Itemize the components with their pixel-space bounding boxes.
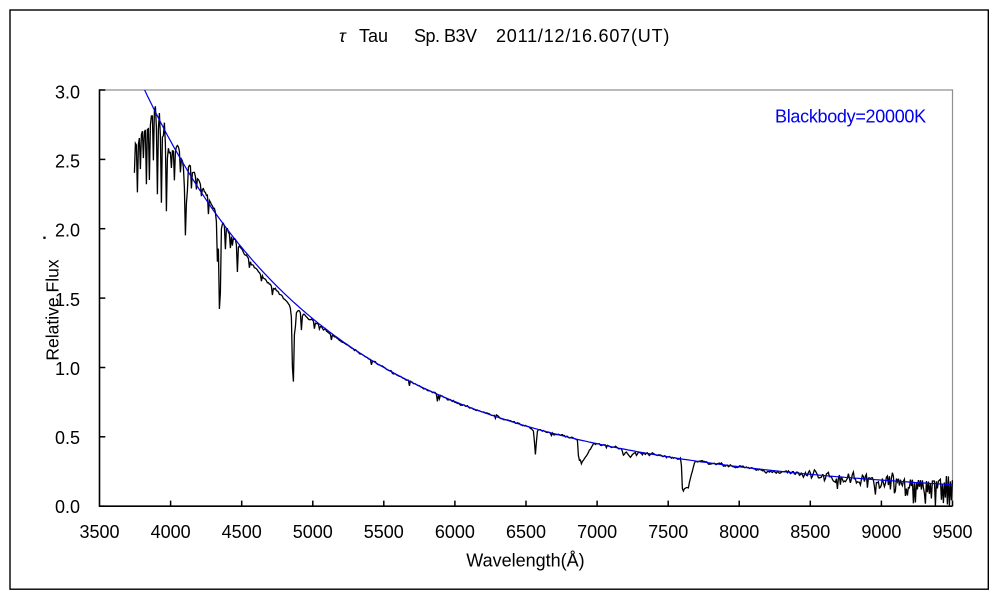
svg-text:0.0: 0.0 xyxy=(55,497,80,517)
svg-text:2011/12/16.607(UT): 2011/12/16.607(UT) xyxy=(496,26,670,46)
svg-text:0.5: 0.5 xyxy=(55,428,80,448)
svg-text:8500: 8500 xyxy=(790,522,830,542)
svg-text:Wavelength(Å): Wavelength(Å) xyxy=(466,551,584,571)
svg-text:τ: τ xyxy=(339,26,347,46)
svg-text:6500: 6500 xyxy=(506,522,546,542)
svg-text:3500: 3500 xyxy=(79,522,119,542)
svg-text:Tau: Tau xyxy=(359,26,388,46)
svg-text:2.0: 2.0 xyxy=(55,221,80,241)
svg-text:7000: 7000 xyxy=(577,522,617,542)
svg-text:5000: 5000 xyxy=(293,522,333,542)
svg-text:Relative Flux: Relative Flux xyxy=(43,259,63,360)
svg-text:Sp. B3V: Sp. B3V xyxy=(414,26,477,46)
svg-text:2.5: 2.5 xyxy=(55,152,80,172)
svg-text:Blackbody=20000K: Blackbody=20000K xyxy=(775,107,926,127)
svg-text:8000: 8000 xyxy=(719,522,759,542)
svg-text:1.0: 1.0 xyxy=(55,359,80,379)
svg-text:6000: 6000 xyxy=(435,522,475,542)
svg-text:9000: 9000 xyxy=(861,522,901,542)
svg-text:1.5: 1.5 xyxy=(55,290,80,310)
svg-text:3.0: 3.0 xyxy=(55,83,80,103)
svg-text:5500: 5500 xyxy=(364,522,404,542)
svg-text:9500: 9500 xyxy=(932,522,972,542)
svg-text:7500: 7500 xyxy=(648,522,688,542)
svg-text:4500: 4500 xyxy=(222,522,262,542)
svg-text:4000: 4000 xyxy=(151,522,191,542)
